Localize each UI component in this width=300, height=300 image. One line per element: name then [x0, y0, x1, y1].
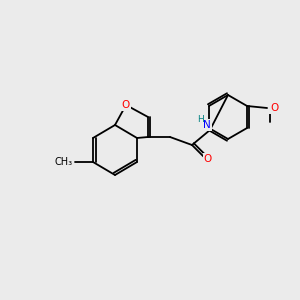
Text: O: O — [204, 154, 212, 164]
Text: O: O — [270, 103, 278, 113]
Text: O: O — [122, 100, 130, 110]
Text: CH₃: CH₃ — [55, 157, 73, 167]
Text: H: H — [196, 115, 203, 124]
Text: N: N — [203, 120, 211, 130]
